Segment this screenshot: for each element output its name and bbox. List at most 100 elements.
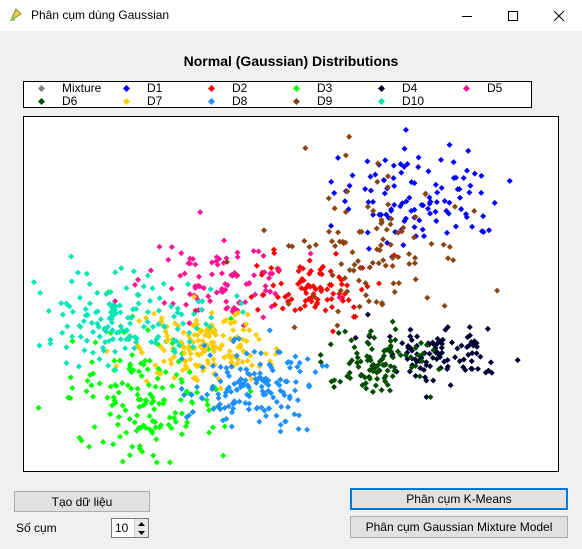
data-point-d6: [366, 331, 373, 338]
data-point-d10: [58, 300, 65, 307]
generate-data-button[interactable]: Tạo dữ liệu: [14, 491, 150, 512]
data-point-d8: [223, 416, 230, 423]
data-point-d8: [246, 371, 253, 378]
data-point-d3: [146, 357, 153, 364]
gmm-cluster-button[interactable]: Phân cụm Gaussian Mixture Model: [350, 516, 568, 538]
data-point-d3: [221, 423, 228, 430]
data-point-d8: [323, 363, 330, 370]
data-point-d1: [420, 233, 427, 240]
data-point-d10: [171, 349, 178, 356]
cluster-count-spinner[interactable]: 10: [111, 518, 149, 538]
cluster-count-value[interactable]: 10: [115, 521, 129, 535]
data-point-d10: [128, 314, 135, 321]
data-point-d3: [110, 394, 117, 401]
data-point-d5: [229, 272, 236, 279]
data-point-d9: [369, 259, 376, 266]
data-point-d6: [317, 358, 324, 365]
data-point-d6: [430, 347, 437, 354]
data-point-d6: [366, 354, 373, 361]
data-point-d8: [178, 355, 185, 362]
data-point-d8: [257, 361, 264, 368]
legend-marker: [123, 98, 130, 105]
data-point-d8: [193, 383, 200, 390]
data-point-d8: [242, 377, 249, 384]
data-point-d1: [427, 210, 434, 217]
data-point-d3: [90, 370, 97, 377]
data-point-d8: [265, 382, 272, 389]
data-point-d4: [458, 342, 465, 349]
data-point-d4: [468, 358, 475, 365]
data-point-d5: [261, 269, 268, 276]
data-point-d9: [312, 241, 319, 248]
data-point-d8: [216, 401, 223, 408]
data-point-d9: [362, 292, 369, 299]
data-point-d7: [181, 344, 188, 351]
data-point-d10: [147, 297, 154, 304]
data-point-d10: [94, 289, 101, 296]
data-point-d10: [110, 336, 117, 343]
data-point-d9: [385, 173, 392, 180]
data-point-d8: [245, 384, 252, 391]
data-point-d10: [170, 336, 177, 343]
data-point-d7: [181, 349, 188, 356]
kmeans-cluster-button[interactable]: Phân cụm K-Means: [350, 488, 568, 510]
data-point-d6: [387, 387, 394, 394]
data-point-d10: [112, 348, 119, 355]
data-point-d1: [349, 172, 356, 179]
maximize-button[interactable]: [490, 0, 536, 31]
data-point-d3: [156, 400, 163, 407]
data-point-d3: [128, 385, 135, 392]
data-point-d1: [411, 206, 418, 213]
title-bar[interactable]: Phân cụm dùng Gaussian: [0, 0, 582, 31]
data-point-d1: [397, 161, 404, 168]
data-point-d9: [400, 224, 407, 231]
data-point-d9: [346, 267, 353, 274]
data-point-d8: [257, 350, 264, 357]
data-point-d3: [142, 357, 149, 364]
minimize-button[interactable]: [444, 0, 490, 31]
data-point-d10: [131, 334, 138, 341]
data-point-d10: [117, 336, 124, 343]
data-point-d9: [412, 254, 419, 261]
data-point-d7: [157, 370, 164, 377]
data-point-d6: [397, 352, 404, 359]
close-button[interactable]: [536, 0, 582, 31]
data-point-d4: [444, 324, 451, 331]
data-point-d3: [136, 443, 143, 450]
data-point-d7: [234, 356, 241, 363]
data-point-d3: [138, 372, 145, 379]
data-point-d9: [366, 264, 373, 271]
data-point-d1: [401, 218, 408, 225]
data-point-d1: [486, 227, 493, 234]
data-point-d6: [384, 381, 391, 388]
spin-up-button[interactable]: [134, 519, 148, 528]
data-point-d6: [354, 354, 361, 361]
data-point-d7: [162, 328, 169, 335]
data-point-d2: [376, 280, 383, 287]
legend-marker: [38, 98, 45, 105]
data-point-d8: [273, 398, 280, 405]
data-point-d9: [328, 238, 335, 245]
data-point-d5: [195, 282, 202, 289]
data-point-d10: [125, 314, 132, 321]
data-point-d8: [292, 379, 299, 386]
data-point-d2: [285, 291, 292, 298]
data-point-d2: [358, 286, 365, 293]
data-point-d7: [164, 336, 171, 343]
data-point-d9: [384, 184, 391, 191]
data-point-d3: [155, 365, 162, 372]
data-point-d10: [108, 319, 115, 326]
data-point-d1: [365, 199, 372, 206]
data-point-d7: [195, 352, 202, 359]
data-point-d3: [88, 382, 95, 389]
data-point-d10: [117, 323, 124, 330]
data-point-d10: [76, 322, 83, 329]
spin-down-button[interactable]: [134, 528, 148, 537]
data-point-d7: [244, 311, 251, 318]
data-point-d9: [424, 294, 431, 301]
data-point-d2: [292, 307, 299, 314]
data-point-d3: [131, 419, 138, 426]
data-point-d6: [377, 358, 384, 365]
data-point-d3: [178, 410, 185, 417]
data-point-d7: [151, 310, 158, 317]
